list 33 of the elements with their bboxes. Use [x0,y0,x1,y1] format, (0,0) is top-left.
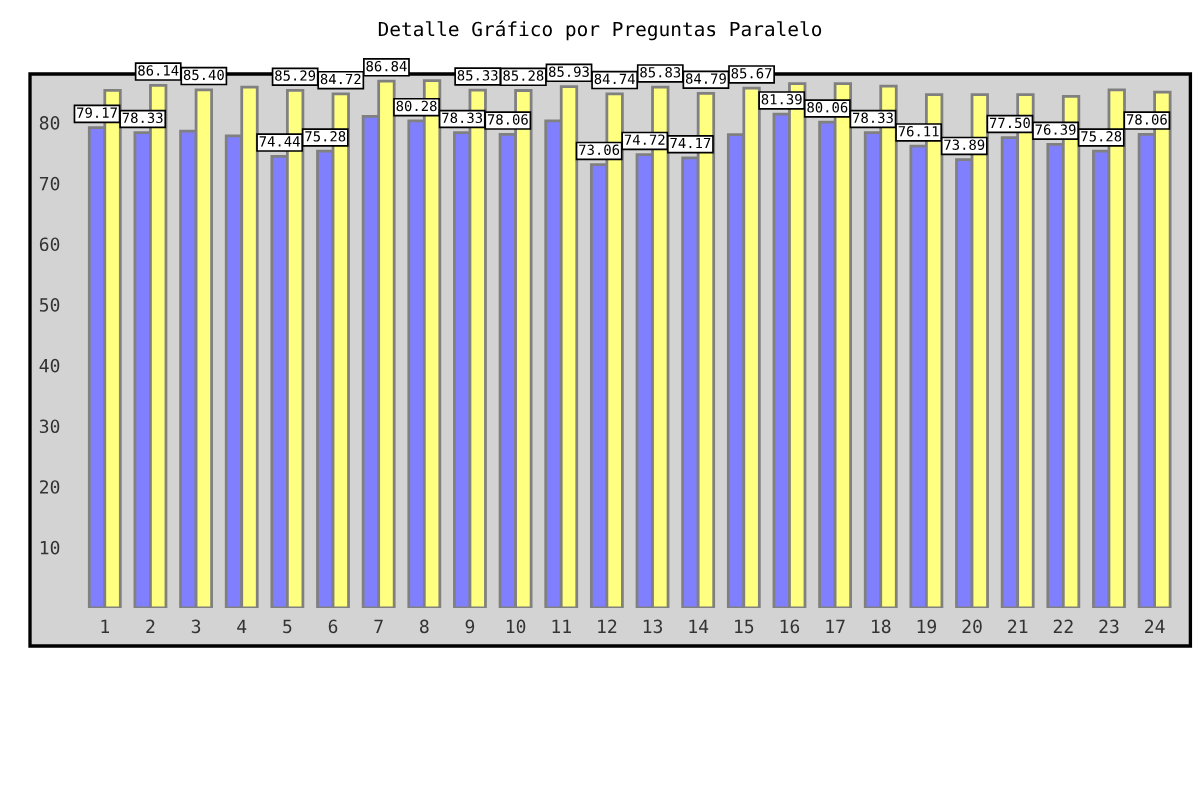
x-tick-label: 3 [191,619,201,634]
y-tick-label: 70 [39,176,60,191]
x-tick-label: 6 [328,619,338,634]
x-tick-label: 10 [506,619,526,634]
x-tick-label: 5 [283,619,292,634]
x-tick-label: 19 [917,619,937,634]
x-tick-label: 20 [962,619,982,634]
chart-title: Detalle Gráfico por Preguntas Paralelo [378,20,822,41]
y-tick-label: 20 [40,480,60,494]
x-tick-label: 2 [146,619,155,633]
x-tick-label: 9 [465,619,475,634]
y-tick-label: 50 [39,298,60,312]
y-tick-label: 60 [39,237,60,252]
x-tick-label: 13 [643,619,663,634]
x-tick-label: 15 [735,619,754,634]
x-tick-label: 14 [689,619,709,633]
x-tick-label: 16 [780,619,800,634]
x-tick-label: 21 [1008,619,1028,633]
x-tick-label: 7 [374,619,383,633]
x-tick-label: 4 [237,619,247,633]
x-tick-label: 24 [1145,619,1165,633]
x-tick-label: 18 [872,619,891,634]
x-tick-label: 8 [420,619,429,634]
x-tick-label: 22 [1053,619,1073,633]
x-tick-label: 23 [1099,619,1119,634]
y-tick-label: 10 [40,540,60,555]
x-tick-label: 1 [101,619,110,633]
x-tick-label: 12 [598,619,617,633]
x-tick-label: 11 [552,619,571,633]
y-tick-label: 80 [39,116,60,130]
y-tick-label: 30 [39,419,60,434]
x-tick-label: 17 [826,619,845,633]
y-tick-label: 40 [39,358,60,373]
